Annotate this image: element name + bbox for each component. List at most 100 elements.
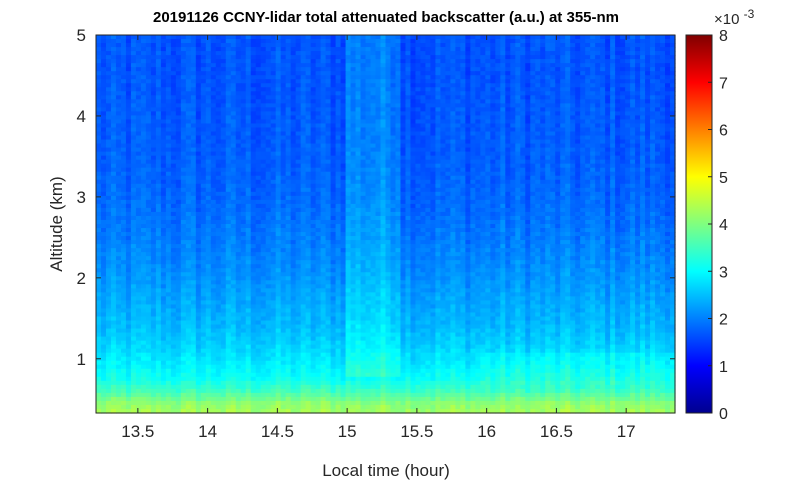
heatmap-cell (145, 123, 152, 129)
heatmap-cell (555, 147, 561, 153)
heatmap-cell (275, 75, 282, 80)
heatmap-cell (185, 195, 192, 201)
heatmap-cell (370, 35, 377, 40)
heatmap-cell (555, 75, 561, 80)
heatmap-cell (430, 67, 437, 72)
heatmap-cell (170, 79, 177, 84)
heatmap-cell (575, 35, 581, 40)
heatmap-cell (580, 159, 586, 165)
heatmap-cell (570, 35, 576, 40)
heatmap-cell (400, 55, 407, 60)
heatmap-cell (590, 195, 596, 201)
heatmap-cell (265, 123, 272, 129)
heatmap-cell (195, 87, 202, 92)
heatmap-cell (135, 135, 142, 141)
heatmap-cell (460, 43, 466, 48)
heatmap-cell (570, 159, 576, 165)
heatmap-cell (235, 115, 242, 121)
heatmap-cell (590, 191, 596, 197)
heatmap-cell (310, 71, 317, 76)
heatmap-cell (265, 91, 272, 96)
heatmap-cell (630, 147, 636, 153)
heatmap-cell (200, 143, 207, 149)
heatmap-cell (115, 115, 122, 121)
heatmap-cell (505, 91, 511, 96)
heatmap-cell (100, 35, 107, 40)
heatmap-cell (320, 47, 327, 52)
heatmap-cell (330, 155, 337, 161)
heatmap-cell (465, 39, 471, 44)
heatmap-cell (185, 79, 192, 84)
heatmap-cell (305, 51, 312, 56)
heatmap-cell (380, 187, 387, 193)
heatmap-cell (575, 175, 581, 181)
heatmap-cell (195, 67, 202, 72)
heatmap-cell (140, 103, 147, 108)
heatmap-cell (360, 123, 367, 129)
heatmap-cell (120, 35, 127, 40)
heatmap-cell (420, 115, 427, 121)
heatmap-cell (500, 107, 506, 112)
heatmap-cell (370, 67, 377, 72)
heatmap-cell (585, 167, 591, 173)
heatmap-cell (290, 67, 297, 72)
heatmap-cell (395, 75, 402, 80)
heatmap-cell (170, 91, 177, 96)
heatmap-cell (365, 75, 372, 80)
heatmap-cell (230, 95, 237, 100)
heatmap-cell (265, 67, 272, 72)
heatmap-cell (300, 199, 307, 205)
heatmap-cell (390, 187, 397, 193)
heatmap-cell (625, 143, 631, 149)
heatmap-cell (630, 67, 636, 72)
heatmap-cell (660, 71, 666, 76)
heatmap-cell (365, 175, 372, 181)
heatmap-cell (210, 151, 217, 157)
heatmap-cell (140, 83, 147, 88)
heatmap-cell (135, 147, 142, 153)
heatmap-cell (575, 83, 581, 88)
heatmap-cell (335, 75, 342, 80)
heatmap-cell (180, 91, 187, 96)
heatmap-cell (510, 35, 516, 40)
heatmap-cell (255, 155, 262, 161)
heatmap-cell (490, 147, 496, 153)
heatmap-cell (595, 155, 601, 161)
heatmap-cell (120, 199, 127, 205)
heatmap-cell (450, 35, 456, 40)
heatmap-cell (145, 143, 152, 149)
heatmap-cell (230, 135, 237, 141)
heatmap-cell (190, 35, 197, 40)
heatmap-cell (490, 127, 496, 133)
heatmap-cell (405, 59, 412, 64)
heatmap-cell (155, 183, 162, 189)
heatmap-cell (545, 139, 551, 145)
heatmap-cell (275, 83, 282, 88)
heatmap-cell (335, 187, 342, 193)
heatmap-cell (405, 155, 412, 161)
heatmap-cell (230, 71, 237, 76)
heatmap-cell (580, 127, 586, 133)
heatmap-cell (365, 59, 372, 64)
heatmap-cell (520, 155, 526, 161)
heatmap-cell (310, 63, 317, 68)
heatmap-cell (635, 75, 641, 80)
heatmap-cell (490, 139, 496, 145)
heatmap-cell (640, 191, 646, 197)
heatmap-cell (275, 131, 282, 137)
heatmap-cell (170, 131, 177, 137)
heatmap-cell (320, 95, 327, 100)
heatmap-cell (500, 171, 506, 177)
heatmap-cell (510, 83, 516, 88)
heatmap-cell (305, 127, 312, 133)
heatmap-cell (150, 115, 157, 121)
heatmap-cell (400, 87, 407, 92)
heatmap-cell (400, 39, 407, 44)
heatmap-cell (355, 51, 362, 56)
heatmap-cell (630, 151, 636, 157)
heatmap-cell (630, 71, 636, 76)
heatmap-cell (120, 127, 127, 133)
heatmap-cell (470, 163, 476, 169)
heatmap-cell (440, 167, 446, 173)
heatmap-cell (285, 111, 292, 117)
